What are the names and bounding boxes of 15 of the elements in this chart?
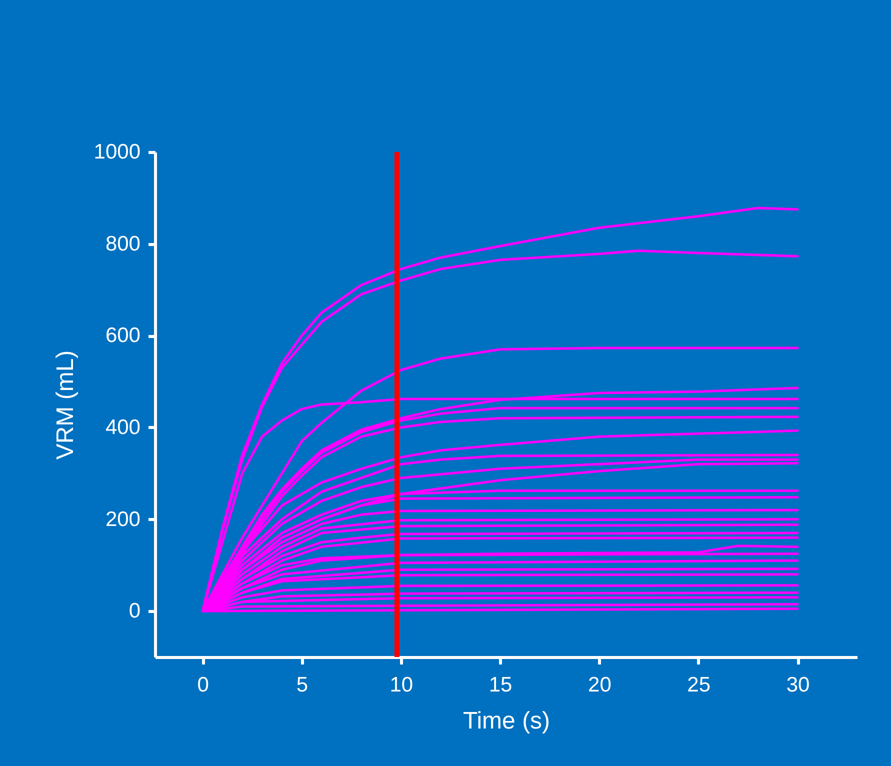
y-tick-label: 800 [105,232,140,256]
x-tick-label: 10 [390,674,414,696]
x-tick-label: 30 [786,674,810,696]
x-tick-label: 20 [588,674,612,696]
y-tick-label: 1000 [94,140,140,164]
x-tick-label: 25 [687,674,711,696]
y-tick-label: 400 [105,416,140,439]
y-tick-label: 0 [128,600,140,623]
y-tick-label: 200 [105,508,140,531]
x-axis-title: Time (s) [462,708,550,734]
y-axis-title: VRM (mL) [52,350,79,460]
x-tick-label: 15 [488,674,512,696]
x-tick-label: 5 [296,674,308,696]
x-tick-label: 0 [197,674,209,696]
y-tick-label: 600 [105,324,140,348]
